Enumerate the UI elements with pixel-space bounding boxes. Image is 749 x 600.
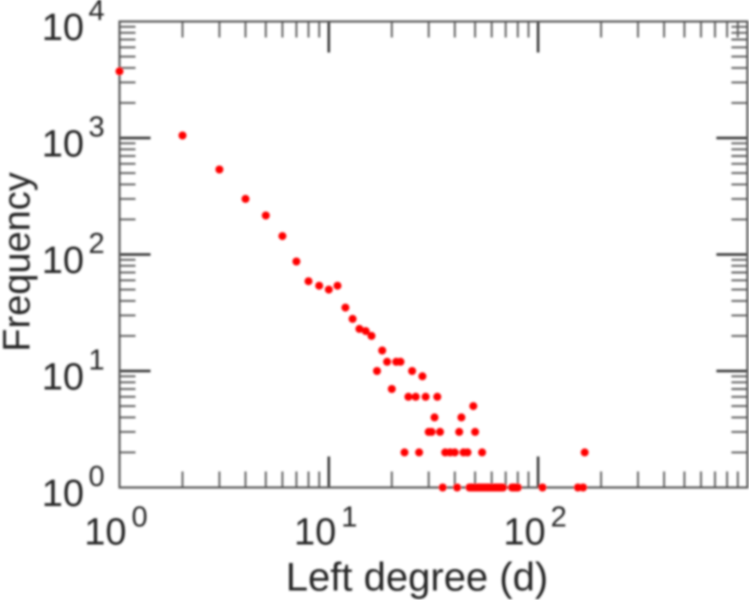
- svg-text:Frequency: Frequency: [0, 172, 39, 352]
- svg-text:4: 4: [89, 0, 105, 27]
- svg-text:1: 1: [341, 501, 357, 533]
- svg-text:1: 1: [89, 345, 105, 377]
- svg-text:10: 10: [42, 240, 84, 282]
- svg-text:10: 10: [42, 7, 84, 49]
- svg-text:10: 10: [294, 511, 336, 553]
- svg-text:10: 10: [42, 357, 84, 399]
- svg-text:10: 10: [84, 511, 126, 553]
- svg-text:0: 0: [89, 461, 105, 493]
- svg-text:10: 10: [503, 511, 545, 553]
- svg-text:2: 2: [89, 228, 105, 260]
- svg-text:0: 0: [132, 501, 148, 533]
- svg-text:10: 10: [42, 124, 84, 166]
- svg-text:10: 10: [42, 473, 84, 515]
- svg-text:3: 3: [89, 112, 105, 144]
- svg-text:2: 2: [551, 501, 567, 533]
- svg-text:Left degree (d): Left degree (d): [286, 555, 548, 599]
